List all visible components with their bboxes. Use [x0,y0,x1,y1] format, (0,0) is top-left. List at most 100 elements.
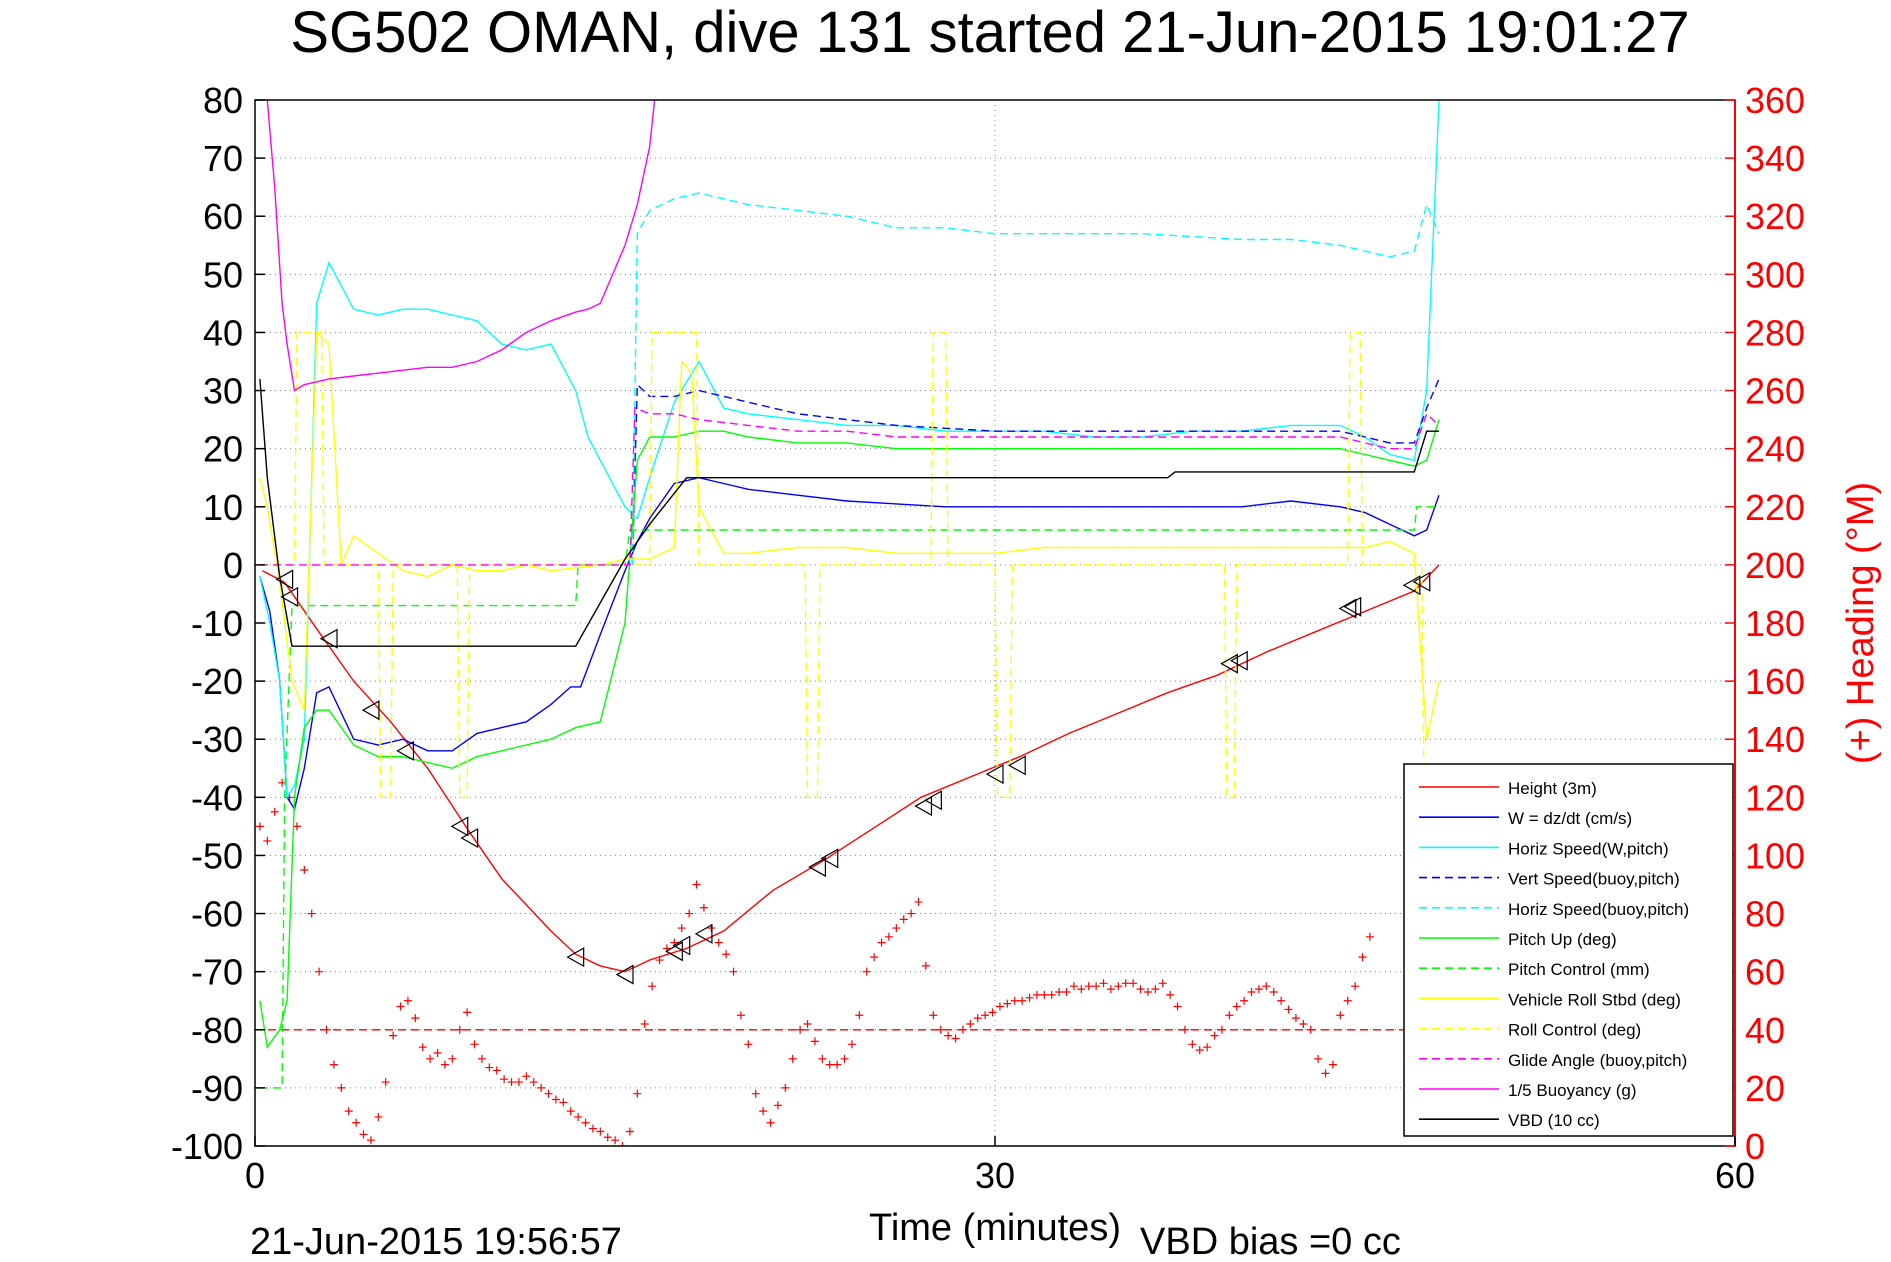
heading-point [1180,1025,1189,1034]
x-tick-label: 60 [1715,1155,1755,1196]
heading-point [1240,996,1249,1005]
heading-point [389,1031,398,1040]
heading-point [1284,1005,1293,1014]
heading-point [699,903,708,912]
heading-point [840,1054,849,1063]
heading-point [773,1101,782,1110]
height-marker [615,964,634,985]
heading-point [381,1078,390,1087]
y-right-tick-label: 360 [1745,80,1805,121]
footer-note: VBD bias =0 cc [1140,1221,1401,1262]
heading-point [477,1054,486,1063]
heading-point [426,1054,435,1063]
heading-point [559,1098,568,1107]
heading-point [1092,982,1101,991]
y-tick-label: 0 [223,545,243,586]
heading-point [470,1040,479,1049]
heading-series [255,778,1735,1146]
heading-point [551,1095,560,1104]
y-right-tick-label: 140 [1745,719,1805,760]
heading-point [448,1054,457,1063]
x-tick-label: 0 [245,1155,265,1196]
heading-point [492,1066,501,1075]
y-right-tick-label: 20 [1745,1068,1785,1109]
heading-point [640,1019,649,1028]
heading-point [1232,1002,1241,1011]
legend: Height (3m) W = dz/dt (cm/s) Horiz Speed(W… [1403,763,1734,1137]
heading-point [507,1078,516,1087]
legend-label: Height (3m) [1508,779,1597,798]
heading-point [566,1107,575,1116]
heading-point [899,915,908,924]
height-marker [694,923,713,944]
y-tick-label: -20 [191,661,243,702]
x-axis-label: Time (minutes) [869,1207,1121,1249]
legend-label: Vehicle Roll Stbd (deg) [1508,990,1681,1009]
heading-point [736,1011,745,1020]
heading-point [1358,953,1367,962]
height-marker [396,740,415,761]
series-line [259,331,1439,798]
heading-point [1025,993,1034,1002]
heading-point [292,822,301,831]
heading-point [810,1037,819,1046]
heading-point [958,1025,967,1034]
y-tick-label: -50 [191,835,243,876]
y-tick-label: -60 [191,894,243,935]
y-right-tick-label: 60 [1745,952,1785,993]
heading-point [1210,1031,1219,1040]
heading-point [603,1133,612,1142]
heading-point [1151,985,1160,994]
height-marker [1412,571,1431,592]
heading-point [833,1060,842,1069]
heading-point [255,822,264,831]
y-right-tick-label: 260 [1745,371,1805,412]
heading-point [1129,979,1138,988]
heading-point [529,1078,538,1087]
heading-point [352,1118,361,1127]
heading-point [581,1118,590,1127]
y-right-tick-label: 180 [1745,603,1805,644]
heading-point [1032,990,1041,999]
y-right-tick-label: 220 [1745,487,1805,528]
heading-point [1254,985,1263,994]
heading-point [759,1107,768,1116]
heading-point [1351,982,1360,991]
series-line [259,378,1439,647]
y-tick-label: -100 [171,1126,243,1167]
height-marker [460,827,479,849]
legend-label: Pitch Up (deg) [1508,930,1617,949]
heading-point [463,1008,472,1017]
heading-point [1173,1002,1182,1011]
heading-point [418,1043,427,1052]
height-marker [450,816,469,837]
heading-point [1018,996,1027,1005]
footer-date: 21-Jun-2015 19:56:57 [250,1221,622,1262]
heading-point [403,996,412,1005]
heading-point [1195,1046,1204,1055]
heading-point [648,982,657,991]
heading-point [514,1078,523,1087]
y-right-tick-label: 40 [1745,1010,1785,1051]
heading-point [1040,990,1049,999]
legend-label: W = dz/dt (cm/s) [1508,809,1632,828]
heading-point [1158,979,1167,988]
y-right-tick-label: 240 [1745,429,1805,470]
heading-point [988,1008,997,1017]
heading-point [411,1014,420,1023]
y-right-tick-label: 80 [1745,894,1785,935]
heading-point [596,1127,605,1136]
heading-point [766,1118,775,1127]
y-right-tick-label: 280 [1745,312,1805,353]
y-tick-label: -70 [191,952,243,993]
heading-point [914,897,923,906]
heading-point [995,1002,1004,1011]
heading-point [936,1025,945,1034]
y-right-tick-label: 100 [1745,835,1805,876]
y-tick-label: -40 [191,777,243,818]
heading-point [1136,985,1145,994]
x-tick-label: 30 [975,1155,1015,1196]
heading-point [788,1054,797,1063]
heading-point [847,1040,856,1049]
height-marker [808,857,826,878]
